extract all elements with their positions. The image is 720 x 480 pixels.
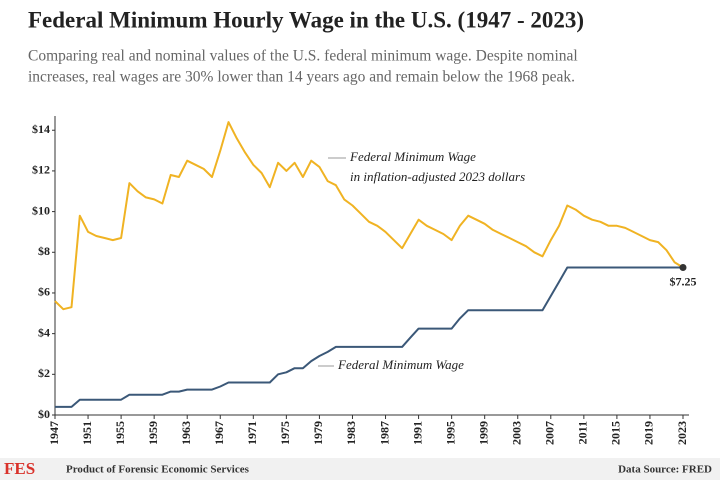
x-tick-label: 1975 [278, 421, 292, 445]
chart-title: Federal Minimum Hourly Wage in the U.S. … [28, 7, 584, 32]
x-tick-label: 1987 [377, 421, 391, 445]
x-tick-label: 2019 [642, 421, 656, 445]
x-tick-label: 2023 [675, 421, 689, 445]
y-tick-label: $14 [32, 122, 50, 136]
series-line [55, 266, 683, 408]
x-tick-label: 1991 [410, 421, 424, 445]
y-tick-label: $8 [38, 244, 50, 258]
x-tick-label: 1959 [146, 421, 160, 445]
subtitle: increases, real wages are 30% lower than… [28, 69, 575, 86]
y-tick-label: $4 [38, 325, 50, 339]
x-tick-label: 1963 [179, 421, 193, 445]
x-tick-label: 2003 [509, 421, 523, 445]
x-tick-label: 1995 [443, 421, 457, 445]
series-label: Federal Minimum Wage [349, 149, 476, 164]
logo: FES [4, 459, 35, 478]
x-tick-label: 1955 [113, 421, 127, 445]
end-point [679, 264, 687, 272]
x-tick-label: 1999 [476, 421, 490, 445]
y-tick-label: $12 [32, 163, 50, 177]
y-tick-label: $6 [38, 285, 50, 299]
x-tick-label: 1951 [80, 421, 94, 445]
x-tick-label: 2011 [576, 421, 590, 444]
x-tick-label: 1983 [344, 421, 358, 445]
source: Data Source: FRED [618, 464, 712, 476]
x-tick-label: 1979 [311, 421, 325, 445]
y-tick-label: $2 [38, 366, 50, 380]
x-tick-label: 2007 [543, 421, 557, 445]
x-tick-label: 1967 [212, 421, 226, 445]
value-label: $7.25 [670, 274, 697, 288]
series-label: Federal Minimum Wage [337, 357, 464, 372]
subtitle: Comparing real and nominal values of the… [28, 48, 578, 65]
y-tick-label: $0 [38, 407, 50, 421]
y-tick-label: $10 [32, 203, 50, 217]
credit: Product of Forensic Economic Services [66, 464, 250, 476]
series-label: in inflation-adjusted 2023 dollars [350, 169, 525, 184]
x-tick-label: 1947 [47, 421, 61, 445]
x-tick-label: 2015 [609, 421, 623, 445]
footer-bar [0, 458, 720, 480]
x-tick-label: 1971 [245, 421, 259, 445]
series-line [54, 121, 684, 311]
